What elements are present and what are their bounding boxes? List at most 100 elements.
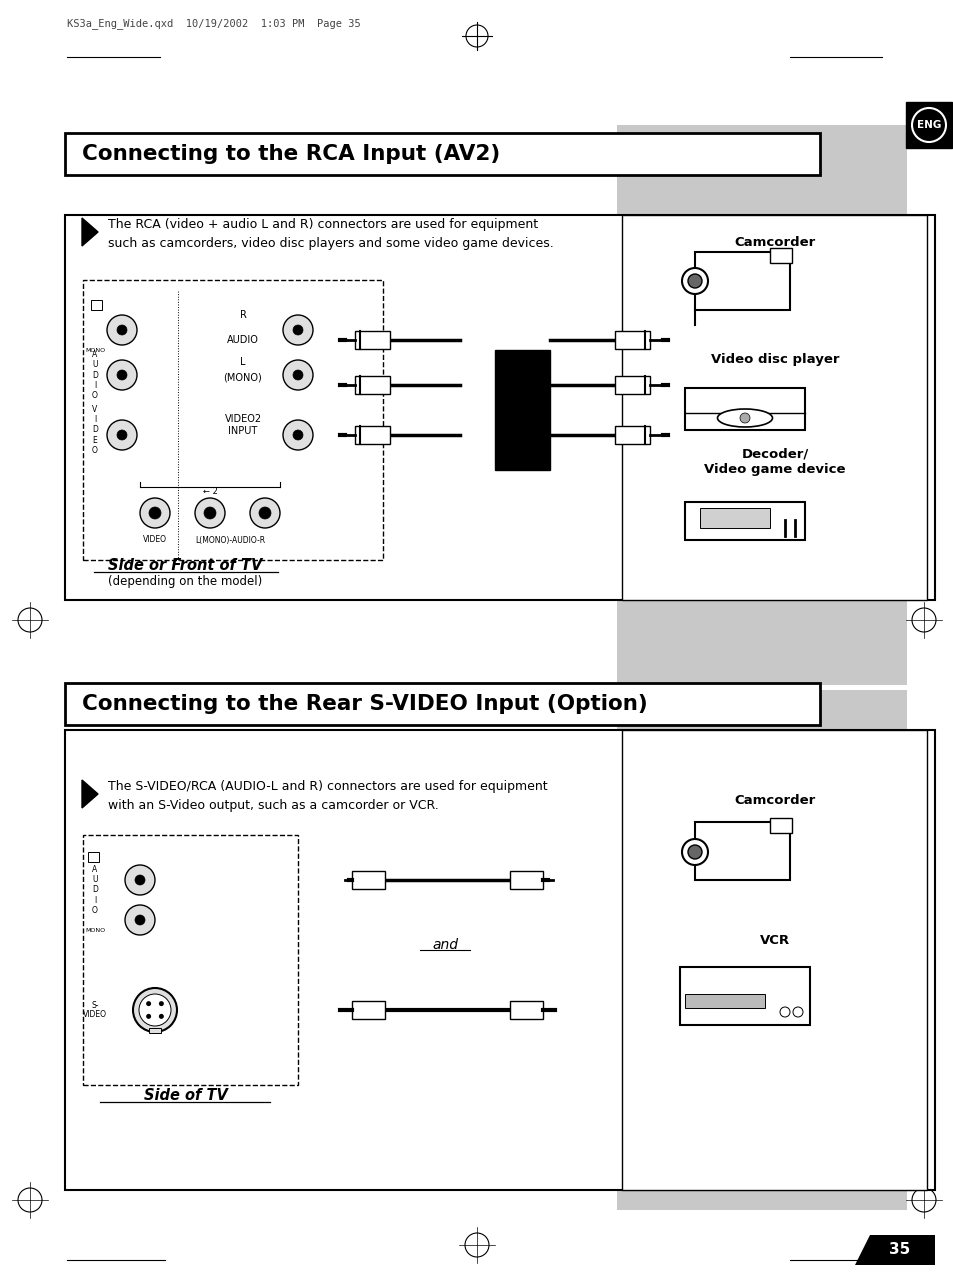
Text: Camcorder: Camcorder xyxy=(734,235,815,248)
Text: ENG: ENG xyxy=(916,120,941,130)
Bar xyxy=(510,1001,542,1019)
Bar xyxy=(88,852,99,862)
Circle shape xyxy=(135,914,145,925)
Circle shape xyxy=(283,359,313,390)
Circle shape xyxy=(125,906,154,935)
Circle shape xyxy=(204,506,215,519)
Bar xyxy=(355,331,390,349)
Circle shape xyxy=(132,987,177,1032)
Circle shape xyxy=(149,506,161,519)
Text: Side of TV: Side of TV xyxy=(144,1088,228,1104)
Bar xyxy=(700,508,769,528)
Circle shape xyxy=(117,325,127,335)
Bar xyxy=(355,426,390,444)
Circle shape xyxy=(687,274,701,288)
Bar xyxy=(65,133,820,175)
Circle shape xyxy=(139,994,171,1026)
Bar xyxy=(695,822,789,880)
Circle shape xyxy=(117,430,127,440)
Circle shape xyxy=(250,498,280,528)
Text: Side or Front of TV: Side or Front of TV xyxy=(108,559,262,573)
Text: (depending on the model): (depending on the model) xyxy=(108,574,262,587)
Circle shape xyxy=(258,506,271,519)
Text: ← 2: ← 2 xyxy=(202,486,217,495)
Circle shape xyxy=(107,359,137,390)
Ellipse shape xyxy=(717,409,772,427)
Bar xyxy=(352,871,385,889)
Circle shape xyxy=(740,413,749,423)
Bar xyxy=(83,835,297,1085)
Text: Video disc player: Video disc player xyxy=(710,353,839,367)
Text: and: and xyxy=(432,938,457,952)
Text: VIDEO: VIDEO xyxy=(143,536,167,545)
Bar xyxy=(615,426,649,444)
Bar xyxy=(769,819,791,833)
Circle shape xyxy=(780,1007,789,1017)
Text: A
U
D
I
O: A U D I O xyxy=(92,349,98,400)
Circle shape xyxy=(681,839,707,865)
Circle shape xyxy=(107,315,137,345)
Text: Decoder/
Video game device: Decoder/ Video game device xyxy=(703,448,845,477)
Circle shape xyxy=(107,420,137,450)
Bar xyxy=(621,730,926,1189)
Circle shape xyxy=(135,875,145,885)
Bar xyxy=(91,301,102,310)
Circle shape xyxy=(293,370,303,380)
Circle shape xyxy=(159,1014,164,1019)
Polygon shape xyxy=(854,1236,869,1265)
Circle shape xyxy=(681,269,707,294)
Text: Camcorder: Camcorder xyxy=(734,793,815,807)
Circle shape xyxy=(687,845,701,859)
Bar xyxy=(615,331,649,349)
Bar xyxy=(621,215,926,600)
Bar xyxy=(615,376,649,394)
Text: L: L xyxy=(240,357,246,367)
Bar xyxy=(83,280,382,560)
Text: MONO: MONO xyxy=(85,348,105,353)
Bar xyxy=(684,994,764,1008)
Bar xyxy=(617,689,906,1210)
Circle shape xyxy=(194,498,225,528)
Circle shape xyxy=(283,315,313,345)
Bar xyxy=(149,1028,161,1033)
Circle shape xyxy=(792,1007,802,1017)
Bar xyxy=(769,248,791,263)
Text: VIDEO2
INPUT: VIDEO2 INPUT xyxy=(224,414,261,436)
Bar xyxy=(355,376,390,394)
Bar xyxy=(495,350,550,469)
Circle shape xyxy=(283,420,313,450)
Text: Connecting to the RCA Input (AV2): Connecting to the RCA Input (AV2) xyxy=(82,145,499,164)
Bar xyxy=(617,125,906,686)
Text: The S-VIDEO/RCA (AUDIO-L and R) connectors are used for equipment
with an S-Vide: The S-VIDEO/RCA (AUDIO-L and R) connecto… xyxy=(108,780,547,811)
Bar xyxy=(352,1001,385,1019)
Circle shape xyxy=(159,1001,164,1007)
Text: 35: 35 xyxy=(888,1242,910,1257)
Text: Connecting to the Rear S-VIDEO Input (Option): Connecting to the Rear S-VIDEO Input (Op… xyxy=(82,694,647,714)
Text: (MONO): (MONO) xyxy=(223,372,262,382)
Bar xyxy=(65,215,934,600)
Bar xyxy=(684,501,804,540)
Circle shape xyxy=(146,1014,151,1019)
Circle shape xyxy=(146,1001,151,1007)
Bar xyxy=(684,388,804,430)
Circle shape xyxy=(140,498,170,528)
Bar xyxy=(510,871,542,889)
Circle shape xyxy=(293,325,303,335)
Circle shape xyxy=(125,865,154,895)
Polygon shape xyxy=(869,1236,934,1265)
Bar xyxy=(905,102,951,148)
Text: The RCA (video + audio L and R) connectors are used for equipment
such as camcor: The RCA (video + audio L and R) connecto… xyxy=(108,217,553,249)
Bar xyxy=(65,730,934,1189)
Bar xyxy=(679,967,809,1024)
Text: V
I
D
E
O: V I D E O xyxy=(92,404,98,455)
Circle shape xyxy=(117,370,127,380)
Text: MONO: MONO xyxy=(85,927,105,932)
Polygon shape xyxy=(82,217,98,246)
Bar xyxy=(65,683,820,725)
Text: VCR: VCR xyxy=(760,934,789,946)
Text: R: R xyxy=(239,310,246,320)
Circle shape xyxy=(911,107,945,142)
Text: AUDIO: AUDIO xyxy=(227,335,258,345)
Text: S-
VIDEO: S- VIDEO xyxy=(83,1000,107,1019)
Text: L(MONO)-AUDIO-R: L(MONO)-AUDIO-R xyxy=(194,536,265,545)
